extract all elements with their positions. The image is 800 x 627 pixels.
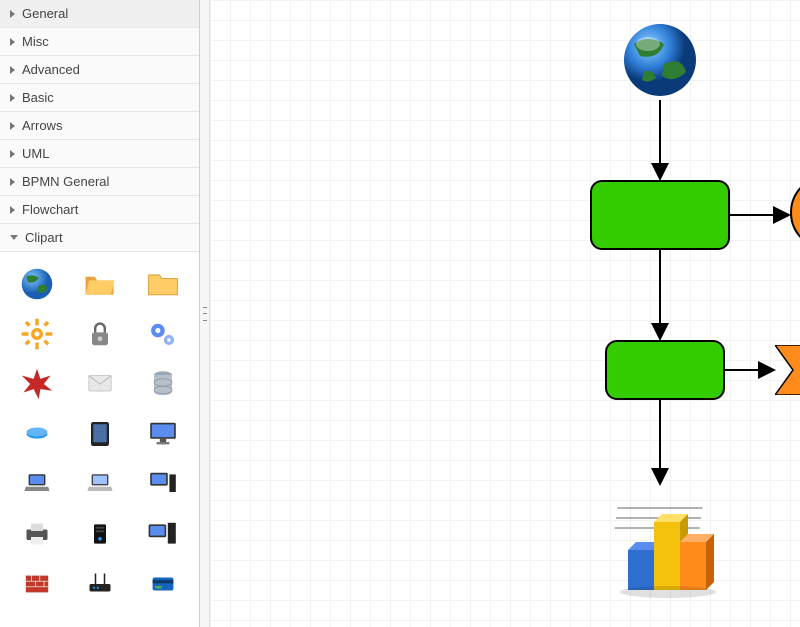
category-misc[interactable]: Misc bbox=[0, 28, 199, 56]
clipart-grid bbox=[0, 252, 199, 620]
node-barchart[interactable] bbox=[610, 490, 720, 600]
category-clipart[interactable]: Clipart bbox=[0, 224, 199, 252]
node-rect1[interactable] bbox=[590, 180, 730, 250]
laptop-icon[interactable] bbox=[17, 464, 57, 504]
category-bpmn-general[interactable]: BPMN General bbox=[0, 168, 199, 196]
category-label: Flowchart bbox=[22, 202, 78, 217]
shape-sidebar: General Misc Advanced Basic Arrows UML B… bbox=[0, 0, 200, 627]
category-uml[interactable]: UML bbox=[0, 140, 199, 168]
tablet-icon[interactable] bbox=[80, 414, 120, 454]
category-advanced[interactable]: Advanced bbox=[0, 56, 199, 84]
category-general[interactable]: General bbox=[0, 0, 199, 28]
node-rect2[interactable] bbox=[605, 340, 725, 400]
envelope-icon[interactable] bbox=[80, 364, 120, 404]
gears-icon[interactable] bbox=[143, 314, 183, 354]
router-icon[interactable] bbox=[17, 414, 57, 454]
folder-icon[interactable] bbox=[143, 264, 183, 304]
burst-icon[interactable] bbox=[17, 364, 57, 404]
pc-icon[interactable] bbox=[143, 514, 183, 554]
category-label: Clipart bbox=[25, 230, 63, 245]
category-label: BPMN General bbox=[22, 174, 109, 189]
category-label: Basic bbox=[22, 90, 54, 105]
category-label: General bbox=[22, 6, 68, 21]
category-label: Advanced bbox=[22, 62, 80, 77]
laptop2-icon[interactable] bbox=[80, 464, 120, 504]
node-circle[interactable] bbox=[790, 175, 800, 250]
sidebar-splitter[interactable] bbox=[200, 0, 210, 627]
category-arrows[interactable]: Arrows bbox=[0, 112, 199, 140]
gear-icon[interactable] bbox=[17, 314, 57, 354]
globe-icon[interactable] bbox=[17, 264, 57, 304]
workstation-icon[interactable] bbox=[143, 464, 183, 504]
lock-icon[interactable] bbox=[80, 314, 120, 354]
wifi-router-icon[interactable] bbox=[80, 564, 120, 604]
credit-card-icon[interactable] bbox=[143, 564, 183, 604]
printer-icon[interactable] bbox=[17, 514, 57, 554]
diagram-canvas[interactable]: Step 1 Step 2 bbox=[210, 0, 800, 627]
node-step1[interactable]: Step 1 bbox=[775, 345, 800, 395]
node-globe[interactable] bbox=[620, 20, 700, 100]
category-basic[interactable]: Basic bbox=[0, 84, 199, 112]
category-label: Misc bbox=[22, 34, 49, 49]
category-label: Arrows bbox=[22, 118, 62, 133]
folder-open-icon[interactable] bbox=[80, 264, 120, 304]
category-label: UML bbox=[22, 146, 49, 161]
monitor-icon[interactable] bbox=[143, 414, 183, 454]
database-icon[interactable] bbox=[143, 364, 183, 404]
firewall-icon[interactable] bbox=[17, 564, 57, 604]
server-tower-icon[interactable] bbox=[80, 514, 120, 554]
category-flowchart[interactable]: Flowchart bbox=[0, 196, 199, 224]
